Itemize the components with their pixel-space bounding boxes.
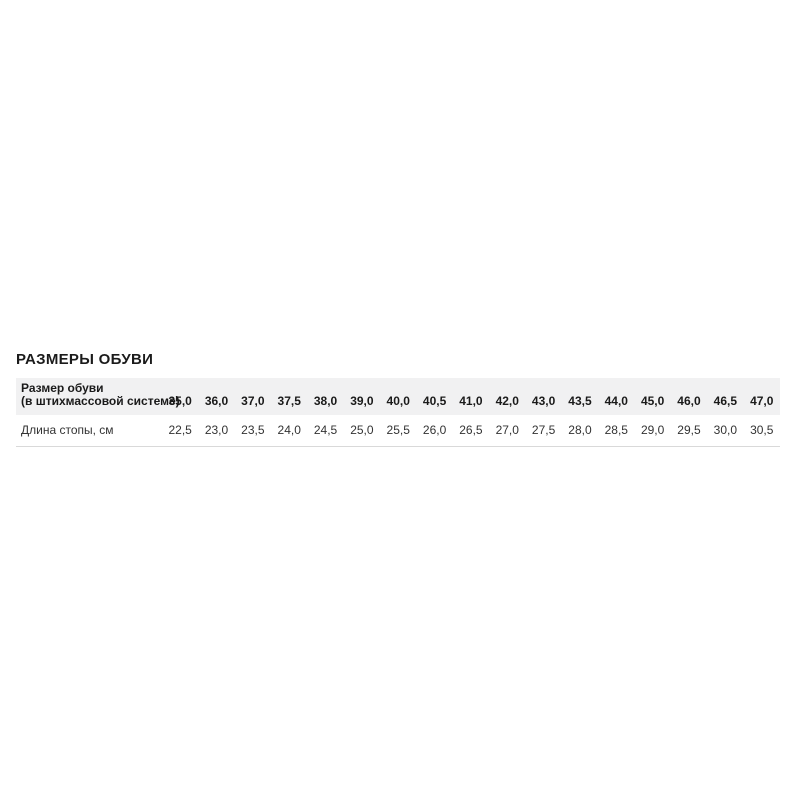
size-value-cell: 43,5 [561, 378, 599, 415]
page-title: РАЗМЕРЫ ОБУВИ [16, 351, 154, 368]
size-system-label-line1: Размер обуви [21, 381, 104, 395]
size-value-cell: 36,0 [198, 378, 235, 415]
foot-length-label-cell: Длина стопы, см [16, 415, 162, 447]
foot-length-value-cell: 27,5 [525, 415, 562, 447]
size-value-cell: 45,0 [634, 378, 671, 415]
foot-length-value-cell: 29,5 [670, 415, 708, 447]
size-value-cell: 47,0 [743, 378, 780, 415]
foot-length-value-cell: 23,0 [198, 415, 235, 447]
size-value-cell: 35,0 [162, 378, 199, 415]
foot-length-row: Длина стопы, см 22,5 23,0 23,5 24,0 24,5 25,0… [16, 415, 780, 447]
foot-length-value-cell: 30,0 [707, 415, 744, 447]
size-table-header-row: Размер обуви (в штихмассовой системе) 35… [16, 378, 780, 415]
foot-length-value-cell: 29,0 [634, 415, 671, 447]
size-system-label-cell: Размер обуви (в штихмассовой системе) [16, 378, 180, 415]
foot-length-value-cell: 28,0 [561, 415, 599, 447]
size-value-cell: 42,0 [489, 378, 526, 415]
foot-length-value-cell: 25,0 [343, 415, 381, 447]
size-system-label-line2: (в штихмассовой системе) [21, 394, 180, 408]
page: РАЗМЕРЫ ОБУВИ Размер обуви (в штихмассов… [16, 351, 780, 447]
foot-length-value-cell: 23,5 [234, 415, 272, 447]
foot-length-value-cell: 22,5 [162, 415, 199, 447]
size-value-cell: 37,5 [271, 378, 308, 415]
size-value-cell: 40,5 [416, 378, 453, 415]
size-value-cell: 38,0 [307, 378, 344, 415]
size-value-cell: 46,5 [707, 378, 744, 415]
size-table-body: Длина стопы, см 22,5 23,0 23,5 24,0 24,5 25,0… [16, 415, 780, 447]
size-value-cell: 40,0 [380, 378, 417, 415]
size-value-cell: 44,0 [598, 378, 635, 415]
foot-length-value-cell: 26,5 [452, 415, 490, 447]
foot-length-value-cell: 30,5 [743, 415, 780, 447]
foot-length-value-cell: 27,0 [489, 415, 526, 447]
size-value-cell: 46,0 [670, 378, 708, 415]
size-value-cell: 41,0 [452, 378, 490, 415]
foot-length-value-cell: 24,0 [271, 415, 308, 447]
foot-length-value-cell: 25,5 [380, 415, 417, 447]
size-value-cell: 43,0 [525, 378, 562, 415]
size-table-head: Размер обуви (в штихмассовой системе) 35… [16, 378, 780, 415]
size-value-cell: 37,0 [234, 378, 272, 415]
foot-length-value-cell: 26,0 [416, 415, 453, 447]
size-value-cell: 39,0 [343, 378, 381, 415]
foot-length-value-cell: 28,5 [598, 415, 635, 447]
shoe-size-table: Размер обуви (в штихмассовой системе) 35… [16, 378, 780, 447]
foot-length-value-cell: 24,5 [307, 415, 344, 447]
